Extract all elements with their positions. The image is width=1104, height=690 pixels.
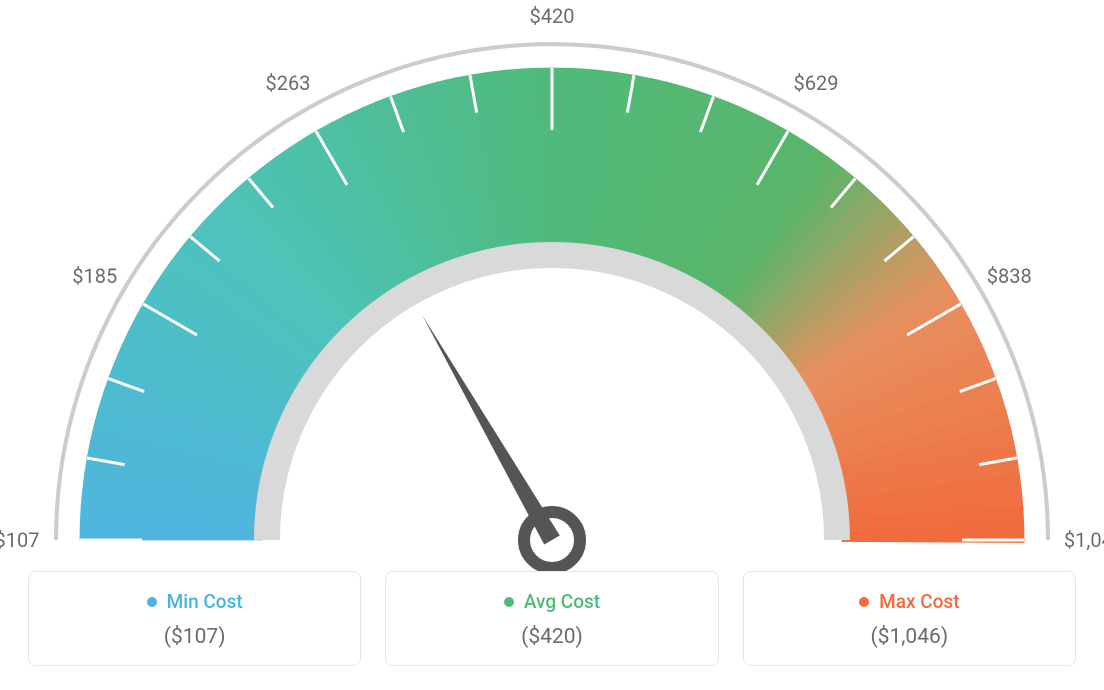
- dot-icon: [147, 597, 157, 607]
- dot-icon: [859, 597, 869, 607]
- legend-title-text: Avg Cost: [524, 590, 600, 613]
- legend-row: Min Cost ($107) Avg Cost ($420) Max Cost…: [0, 571, 1104, 666]
- gauge-scale-label: $185: [72, 264, 117, 288]
- gauge-scale-label: $1,046: [1064, 528, 1104, 552]
- legend-title-text: Min Cost: [167, 590, 243, 613]
- legend-title-avg: Avg Cost: [504, 590, 600, 613]
- legend-title-max: Max Cost: [859, 590, 959, 613]
- legend-card-avg: Avg Cost ($420): [385, 571, 718, 666]
- legend-value-min: ($107): [41, 625, 348, 649]
- gauge-scale-label: $107: [0, 528, 39, 552]
- gauge-scale-label: $420: [530, 4, 575, 28]
- gauge-scale-label: $263: [266, 71, 311, 95]
- legend-title-text: Max Cost: [879, 590, 959, 613]
- legend-card-min: Min Cost ($107): [28, 571, 361, 666]
- dot-icon: [504, 597, 514, 607]
- legend-card-max: Max Cost ($1,046): [743, 571, 1076, 666]
- legend-value-max: ($1,046): [756, 625, 1063, 649]
- gauge-scale-label: $629: [794, 71, 839, 95]
- gauge-scale-label: $838: [987, 264, 1032, 288]
- legend-title-min: Min Cost: [147, 590, 243, 613]
- legend-value-avg: ($420): [398, 625, 705, 649]
- gauge-chart: $107 $185 $263 $420 $629 $838 $1,046: [0, 0, 1104, 584]
- gauge-svg: [0, 0, 1104, 580]
